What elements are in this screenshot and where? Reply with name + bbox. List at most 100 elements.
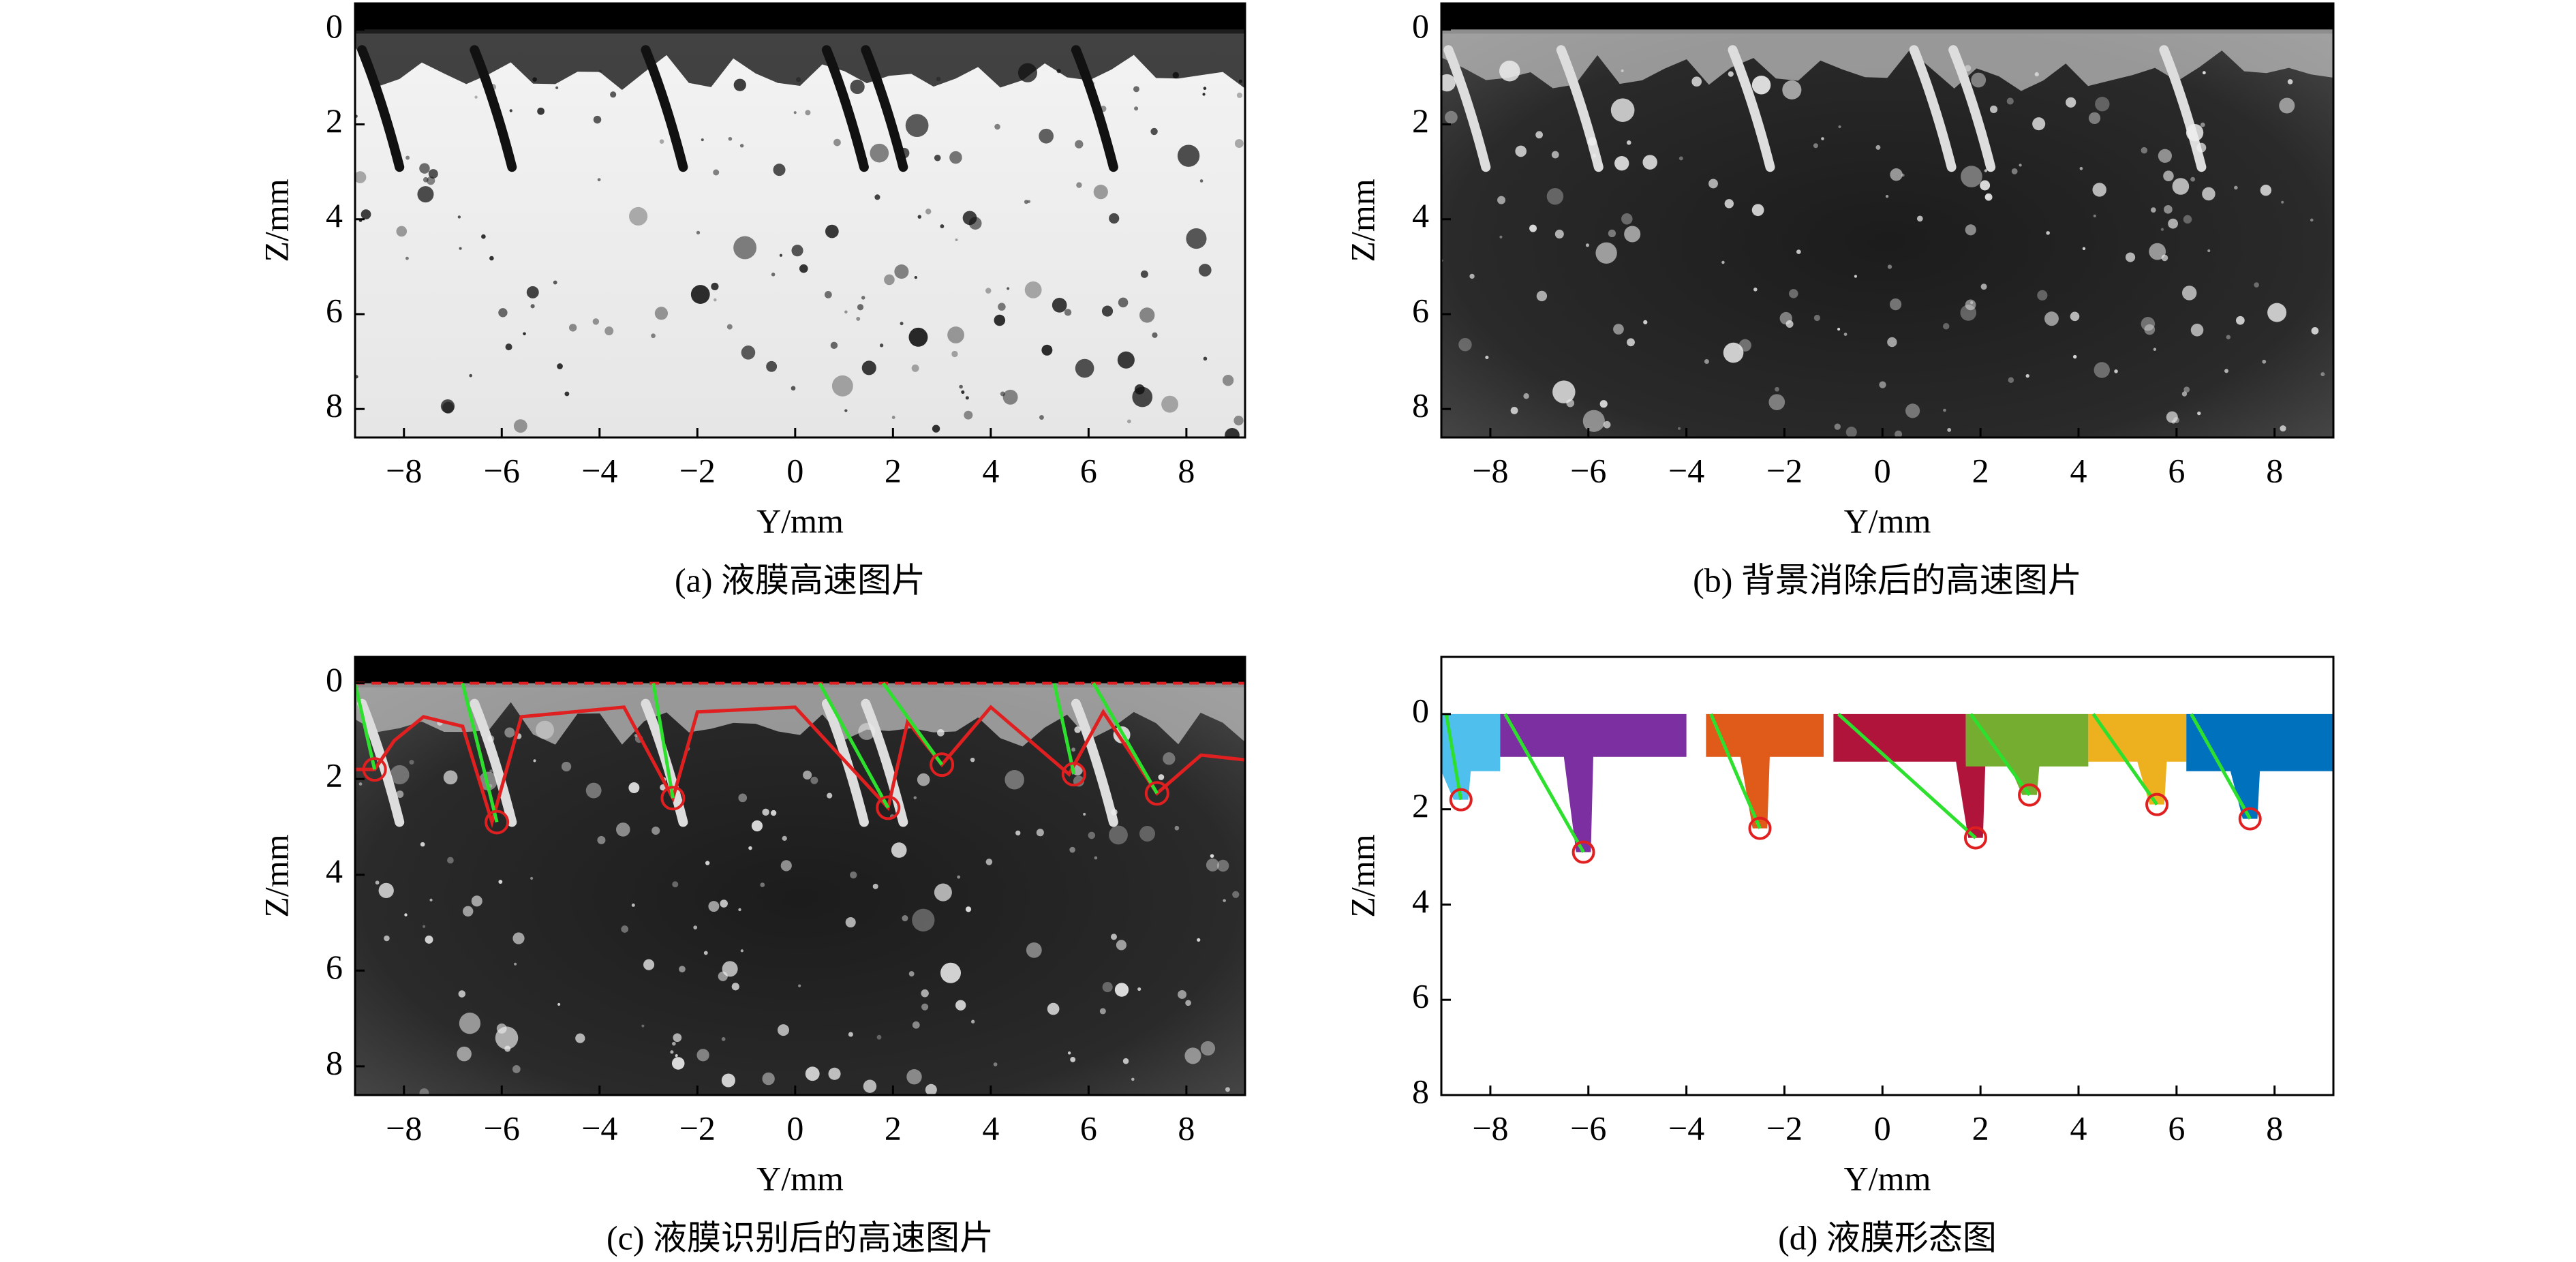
droplet xyxy=(457,1046,472,1062)
droplet xyxy=(1002,389,1018,405)
droplet xyxy=(708,901,720,912)
x-axis-label: Y/mm xyxy=(756,502,844,540)
droplet xyxy=(1613,324,1624,335)
droplet xyxy=(2236,316,2245,325)
droplet xyxy=(861,296,865,300)
droplet xyxy=(651,826,660,835)
y-axis-label: Z/mm xyxy=(257,179,295,262)
droplet xyxy=(701,138,704,142)
droplet xyxy=(2226,335,2231,339)
droplet xyxy=(1223,899,1226,902)
droplet xyxy=(1916,215,1923,222)
droplet xyxy=(793,111,797,114)
droplet xyxy=(1905,403,1920,418)
panel: −8 −6 −4 −2 0 2 4 6 8 0 2 4 6 8 Y/mm Z/mm (a) 液膜高速图片 xyxy=(257,2,1246,599)
droplet xyxy=(696,230,701,235)
droplet xyxy=(1768,394,1785,410)
y-tick-label: 2 xyxy=(326,102,343,140)
tip-marker xyxy=(2018,783,2042,807)
droplet xyxy=(925,1083,937,1095)
droplet xyxy=(2183,386,2190,393)
droplet xyxy=(2114,369,2118,373)
droplet xyxy=(2079,166,2083,170)
droplet xyxy=(1172,72,1179,79)
film xyxy=(1441,29,2333,91)
droplet xyxy=(1751,204,1764,217)
droplet xyxy=(1552,380,1576,403)
droplet xyxy=(457,215,461,219)
droplet xyxy=(2279,97,2295,114)
plot-frame xyxy=(354,656,1246,1096)
tip-marker xyxy=(1144,781,1169,806)
droplet xyxy=(1887,337,1897,348)
panel: −8 −6 −4 −2 0 2 4 6 8 0 2 4 6 8 Y/mm Z/mm (d) 液膜形态图 xyxy=(1343,656,2335,1257)
top-band xyxy=(355,3,1245,34)
droplet xyxy=(679,966,686,973)
droplet xyxy=(593,115,602,124)
tip-marker xyxy=(362,757,387,782)
droplet xyxy=(934,154,941,161)
droplet xyxy=(1445,110,1458,124)
tip-line xyxy=(1444,713,1463,801)
droplet xyxy=(762,1072,775,1086)
droplet xyxy=(959,384,963,389)
droplet xyxy=(1185,1000,1191,1006)
droplet xyxy=(1885,195,1889,198)
droplet xyxy=(673,1033,682,1043)
droplet xyxy=(1813,314,1820,322)
droplet xyxy=(575,1033,585,1043)
droplet xyxy=(443,770,458,785)
droplet xyxy=(696,1049,709,1062)
droplet xyxy=(2224,369,2229,373)
droplet xyxy=(2186,123,2204,142)
x-tick-label: −8 xyxy=(1472,1109,1508,1147)
droplet xyxy=(2141,317,2156,331)
droplet xyxy=(940,962,962,983)
droplet xyxy=(2161,254,2168,262)
droplet xyxy=(1017,63,1037,82)
droplet xyxy=(773,164,786,176)
droplet xyxy=(2200,122,2205,127)
droplet xyxy=(831,375,853,397)
droplet xyxy=(532,77,537,82)
y-tick-label: 4 xyxy=(1412,882,1429,920)
droplet xyxy=(690,285,710,304)
droplet xyxy=(1984,194,1991,200)
droplet xyxy=(2310,218,2314,222)
droplet xyxy=(1101,305,1114,317)
droplet xyxy=(2320,372,2325,377)
droplet xyxy=(1178,990,1187,999)
droplet xyxy=(957,875,961,879)
image xyxy=(1441,3,2333,437)
x-tick-label: 2 xyxy=(885,1109,902,1147)
droplet xyxy=(2172,178,2190,195)
droplet xyxy=(1133,86,1139,93)
droplet xyxy=(2190,324,2204,337)
x-tick-label: 4 xyxy=(2070,451,2087,489)
droplet xyxy=(1203,356,1208,361)
x-tick-label: 8 xyxy=(2266,1109,2283,1147)
droplet xyxy=(1139,307,1155,323)
droplet xyxy=(1838,125,1841,129)
droplet xyxy=(1875,144,1881,150)
droplet xyxy=(1854,275,1857,278)
droplet xyxy=(998,303,1006,311)
droplet xyxy=(898,147,910,159)
droplet xyxy=(1109,825,1128,845)
droplet xyxy=(2171,420,2175,424)
droplet xyxy=(425,935,433,944)
droplet xyxy=(523,332,526,336)
droplet xyxy=(1015,830,1021,836)
droplet xyxy=(1943,408,1946,412)
droplet xyxy=(825,224,839,238)
droplet xyxy=(921,1003,929,1011)
droplet xyxy=(937,728,945,737)
x-tick-label: −4 xyxy=(1668,451,1704,489)
droplet xyxy=(2197,411,2201,416)
tip-line xyxy=(881,682,944,766)
droplet xyxy=(384,935,390,942)
droplet xyxy=(495,1026,519,1049)
droplet xyxy=(2153,348,2157,351)
droplet xyxy=(1624,226,1641,243)
droplet xyxy=(1163,752,1176,765)
